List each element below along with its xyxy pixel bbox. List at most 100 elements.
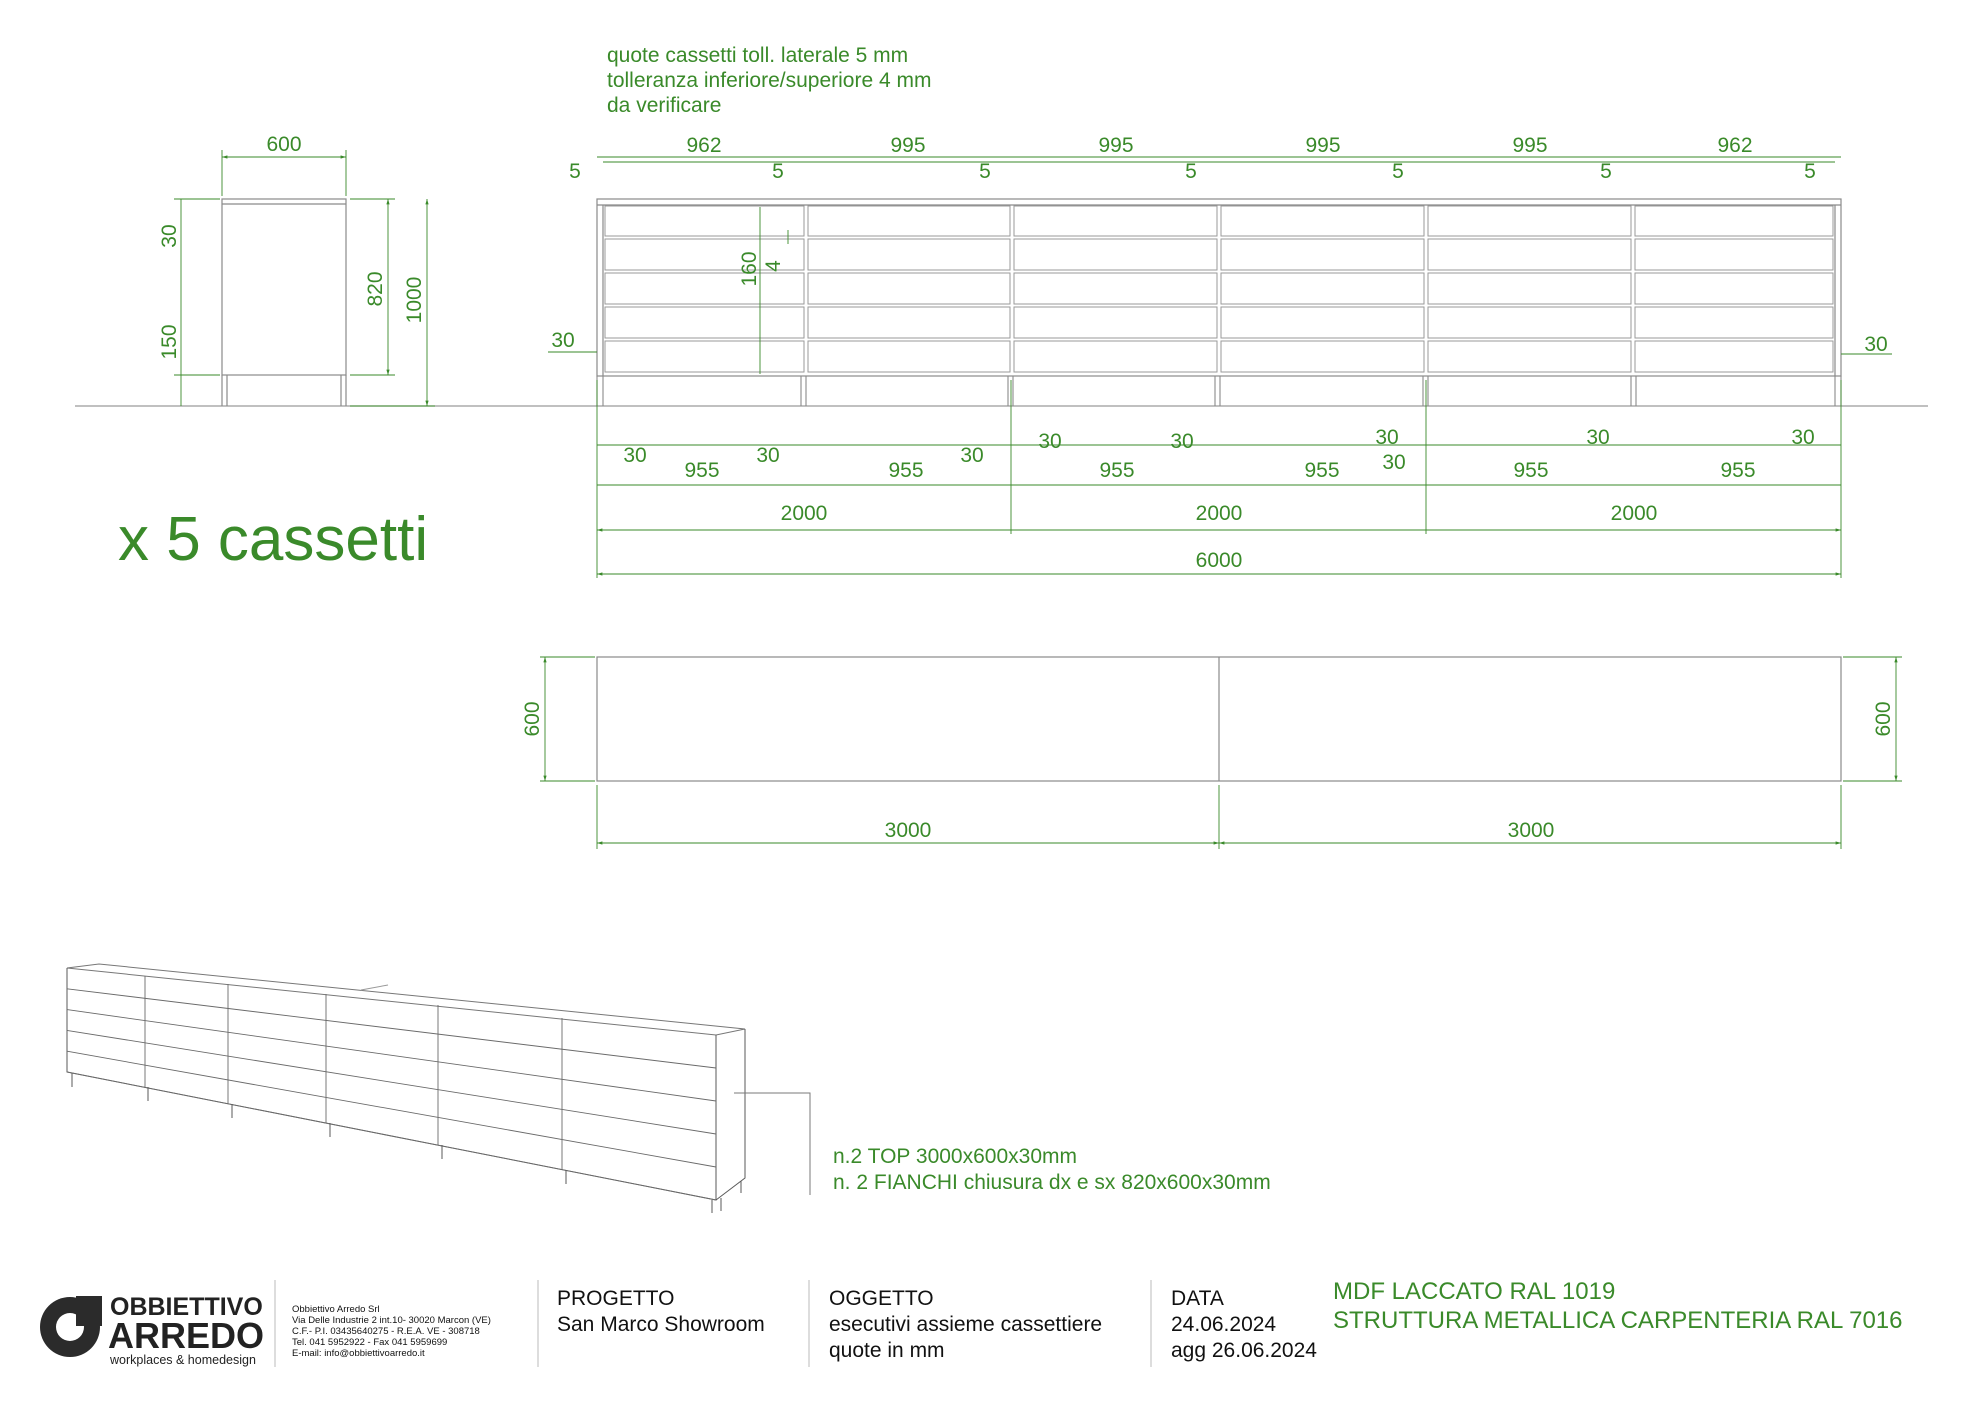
drawer-front	[604, 205, 805, 237]
side-view-carcass-height-dim: 820	[364, 271, 387, 306]
tolerance-note-line-2: tolleranza inferiore/superiore 4 mm	[607, 69, 931, 92]
front-view	[596, 198, 1842, 377]
axo-drawer-row	[66, 988, 717, 1069]
drawer-front-width-dim: 995	[1098, 134, 1133, 157]
gap-dim: 5	[1600, 160, 1612, 183]
side-thickness-dim: 30	[1038, 430, 1061, 453]
drawer-front	[807, 306, 1011, 339]
address-line: C.F.- P.I. 03435640275 - R.E.A. VE - 308…	[292, 1326, 480, 1337]
drawer-front	[1427, 306, 1632, 339]
tolerance-note-line-1: quote cassetti toll. laterale 5 mm	[607, 44, 908, 67]
gap-dim: 5	[1392, 160, 1404, 183]
drawer-front	[1220, 306, 1425, 339]
drawer-front	[1220, 272, 1425, 305]
drawer-front	[604, 238, 805, 271]
side-thickness-dim: 30	[1791, 426, 1814, 449]
data-label: DATA	[1171, 1287, 1224, 1310]
side-view-top-thickness-dim: 30	[158, 224, 181, 247]
front-view-legs	[596, 376, 1842, 406]
drawer-front	[604, 340, 805, 373]
drawer-count-label: x 5 cassetti	[118, 505, 428, 574]
frame-bay-dim: 955	[1304, 459, 1339, 482]
drawer-front-width-dim: 995	[890, 134, 925, 157]
axo-drawer-row	[66, 1009, 717, 1102]
front-view-drawer-height-dim: 160	[738, 251, 761, 286]
address-line: E-mail: info@obbiettivoarredo.it	[292, 1348, 425, 1359]
side-view-width-dim: 600	[266, 133, 301, 156]
data-value: 24.06.2024	[1171, 1313, 1276, 1336]
logo-line-1: OBBIETTIVO	[110, 1293, 263, 1321]
side-thickness-dim: 30	[1586, 426, 1609, 449]
tolerance-notes: quote cassetti toll. laterale 5 mm tolle…	[607, 44, 931, 117]
company-address: Obbiettivo Arredo Srl Via Delle Industri…	[292, 1304, 491, 1359]
drawer-front	[1013, 306, 1218, 339]
plan-view-dimension-lines	[540, 656, 1902, 849]
gap-dim: 5	[979, 160, 991, 183]
drawer-front	[1013, 272, 1218, 305]
tolerance-note-line-3: da verificare	[607, 94, 721, 117]
drawer-front	[1634, 205, 1834, 237]
materials-note-line-1: n.2 TOP 3000x600x30mm	[833, 1145, 1077, 1168]
drawer-front	[807, 238, 1011, 271]
drawer-front	[1013, 238, 1218, 271]
plan-view-top-1-dim: 3000	[885, 819, 932, 842]
drawer-front	[1220, 238, 1425, 271]
drawer-front	[1634, 238, 1834, 271]
axo-front-outline	[66, 968, 717, 1201]
material-line-1: MDF LACCATO RAL 1019	[1333, 1278, 1615, 1305]
frame-bay-dim: 955	[1099, 459, 1134, 482]
progetto-value: San Marco Showroom	[557, 1313, 765, 1336]
material-line-2: STRUTTURA METALLICA CARPENTERIA RAL 7016	[1333, 1307, 1903, 1334]
plan-view	[596, 656, 1842, 782]
oggetto-value-2: quote in mm	[829, 1339, 945, 1362]
axo-drawer-row	[66, 1029, 717, 1135]
frame-bay-dim: 955	[1720, 459, 1755, 482]
side-view-leg-height-dim: 150	[158, 324, 181, 359]
axonometric-view	[66, 963, 746, 1213]
axo-top-joint	[360, 984, 389, 991]
drawer-front	[1427, 205, 1632, 237]
module-width-dim: 2000	[1611, 502, 1658, 525]
oggetto-label: OGGETTO	[829, 1287, 934, 1310]
data-update: agg 26.06.2024	[1171, 1339, 1317, 1362]
side-thickness-dim: 30	[623, 444, 646, 467]
axo-drawer-lines	[66, 976, 717, 1201]
front-view-total-dim: 6000	[1196, 549, 1243, 572]
address-line: Tel. 041 5952922 - Fax 041 5959699	[292, 1337, 447, 1348]
front-view-top-right-dim: 30	[1864, 333, 1887, 356]
plan-view-depth-right-dim: 600	[1872, 701, 1895, 736]
drawer-front	[807, 205, 1011, 237]
axo-leader-line	[734, 1092, 811, 1195]
drawer-front-width-dim: 995	[1305, 134, 1340, 157]
frame-bay-dim: 955	[888, 459, 923, 482]
drawer-front-width-dim: 962	[686, 134, 721, 157]
axo-side-outline	[715, 1029, 746, 1201]
plan-view-depth-left-dim: 600	[521, 701, 544, 736]
logo-tagline: workplaces & homedesign	[109, 1353, 256, 1367]
drawer-front	[1427, 340, 1632, 373]
module-width-dim: 2000	[1196, 502, 1243, 525]
drawer-front	[1013, 340, 1218, 373]
gap-dim: 5	[569, 160, 581, 183]
drawer-front	[604, 272, 805, 305]
module-width-dim: 2000	[781, 502, 828, 525]
drawer-front	[1634, 272, 1834, 305]
front-view-outline	[596, 198, 1842, 377]
side-view-dimensions	[174, 150, 435, 407]
drawer-front	[1427, 272, 1632, 305]
address-line: Obbiettivo Arredo Srl	[292, 1304, 380, 1315]
side-thickness-dim: 30	[1375, 426, 1398, 449]
front-view-drawers	[604, 205, 1834, 373]
side-thickness-dim: 30	[756, 444, 779, 467]
gap-dim: 5	[772, 160, 784, 183]
side-view	[221, 198, 347, 406]
drawer-front-width-dim: 962	[1717, 134, 1752, 157]
oggetto-value-1: esecutivi assieme cassettiere	[829, 1313, 1102, 1336]
address-line: Via Delle Industrie 2 int.10- 30020 Marc…	[292, 1315, 491, 1326]
front-view-dimensions: 962 995 995 995 995 962 5 5 5 5 5 5 5 955 955 955 955 955…	[569, 134, 1816, 525]
drawer-front	[1427, 238, 1632, 271]
side-view-carcass	[221, 198, 347, 376]
drawer-front	[807, 340, 1011, 373]
side-thickness-dim: 30	[960, 444, 983, 467]
